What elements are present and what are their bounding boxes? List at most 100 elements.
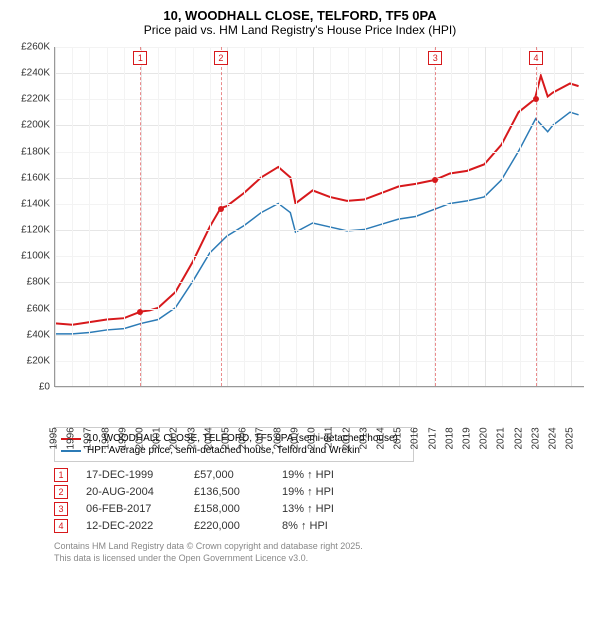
x-axis-label: 2025	[565, 427, 576, 449]
x-axis-label: 2001	[152, 427, 163, 449]
gridline-v	[520, 47, 521, 386]
footer-line2: This data is licensed under the Open Gov…	[54, 553, 590, 565]
sales-row: 2 20-AUG-2004 £136,500 19% ↑ HPI	[54, 485, 590, 499]
sales-marker-box: 4	[54, 519, 68, 533]
x-axis-label: 1997	[83, 427, 94, 449]
x-axis-label: 2024	[548, 427, 559, 449]
x-axis-label: 2007	[255, 427, 266, 449]
sales-date: 17-DEC-1999	[86, 469, 176, 481]
gridline-v	[468, 47, 469, 386]
y-axis-label: £180K	[10, 146, 50, 157]
x-axis-label: 2002	[169, 427, 180, 449]
sales-marker-box: 2	[54, 485, 68, 499]
x-axis-label: 1996	[66, 427, 77, 449]
sale-dot	[432, 177, 438, 183]
x-axis-label: 2020	[479, 427, 490, 449]
gridline-h	[55, 282, 584, 283]
sales-hpi: 8% ↑ HPI	[282, 520, 362, 532]
sale-marker-box: 2	[214, 51, 228, 65]
y-axis-label: £40K	[10, 329, 50, 340]
sale-dot	[218, 206, 224, 212]
x-axis-label: 2008	[272, 427, 283, 449]
gridline-v	[279, 47, 280, 386]
x-axis-label: 2023	[530, 427, 541, 449]
legend-swatch	[61, 450, 81, 452]
x-axis-label: 2009	[289, 427, 300, 449]
x-axis-label: 1995	[49, 427, 60, 449]
footer-line1: Contains HM Land Registry data © Crown c…	[54, 541, 590, 553]
sales-hpi: 19% ↑ HPI	[282, 486, 362, 498]
gridline-v	[89, 47, 90, 386]
gridline-v	[365, 47, 366, 386]
footer-attribution: Contains HM Land Registry data © Crown c…	[54, 541, 590, 564]
sale-marker-line	[140, 47, 141, 386]
sale-dot	[533, 96, 539, 102]
sales-hpi: 13% ↑ HPI	[282, 503, 362, 515]
sale-dot	[137, 309, 143, 315]
gridline-v	[485, 47, 486, 386]
sales-date: 20-AUG-2004	[86, 486, 176, 498]
sales-marker-box: 1	[54, 468, 68, 482]
gridline-v	[502, 47, 503, 386]
sale-marker-box: 1	[133, 51, 147, 65]
y-axis-label: £20K	[10, 355, 50, 366]
x-axis-label: 2017	[427, 427, 438, 449]
sales-price: £136,500	[194, 486, 264, 498]
chart-subtitle: Price paid vs. HM Land Registry's House …	[10, 23, 590, 37]
sales-row: 1 17-DEC-1999 £57,000 19% ↑ HPI	[54, 468, 590, 482]
gridline-v	[451, 47, 452, 386]
y-axis-label: £200K	[10, 120, 50, 131]
gridline-v	[193, 47, 194, 386]
gridline-h	[55, 152, 584, 153]
x-axis-label: 2021	[496, 427, 507, 449]
x-axis-label: 2018	[444, 427, 455, 449]
gridline-v	[244, 47, 245, 386]
x-axis-label: 2011	[324, 427, 335, 449]
x-axis-label: 1998	[100, 427, 111, 449]
sales-price: £220,000	[194, 520, 264, 532]
gridline-v	[382, 47, 383, 386]
gridline-v	[72, 47, 73, 386]
gridline-v	[107, 47, 108, 386]
y-axis-label: £220K	[10, 94, 50, 105]
gridline-v	[571, 47, 572, 386]
y-axis-label: £160K	[10, 172, 50, 183]
x-axis-label: 2019	[461, 427, 472, 449]
chart-area: 1234 £0£20K£40K£60K£80K£100K£120K£140K£1…	[10, 43, 590, 423]
gridline-v	[55, 47, 56, 386]
gridline-v	[348, 47, 349, 386]
gridline-h	[55, 230, 584, 231]
sales-table: 1 17-DEC-1999 £57,000 19% ↑ HPI 2 20-AUG-2004…	[54, 468, 590, 533]
sale-marker-box: 3	[428, 51, 442, 65]
gridline-v	[330, 47, 331, 386]
sales-row: 412-DEC-2022£220,0008% ↑ HPI	[54, 519, 590, 533]
gridline-h	[55, 387, 584, 388]
gridline-h	[55, 99, 584, 100]
y-axis-label: £120K	[10, 225, 50, 236]
sale-marker-box: 4	[529, 51, 543, 65]
legend-item: 10, WOODHALL CLOSE, TELFORD, TF5 0PA (se…	[61, 433, 407, 444]
gridline-v	[124, 47, 125, 386]
sales-marker-box: 3	[54, 502, 68, 516]
gridline-h	[55, 204, 584, 205]
sales-price: £57,000	[194, 469, 264, 481]
y-axis-label: £0	[10, 382, 50, 393]
x-axis-label: 1999	[117, 427, 128, 449]
sales-price: £158,000	[194, 503, 264, 515]
gridline-v	[261, 47, 262, 386]
chart-title: 10, WOODHALL CLOSE, TELFORD, TF5 0PA	[10, 8, 590, 23]
y-axis-label: £100K	[10, 251, 50, 262]
gridline-v	[296, 47, 297, 386]
gridline-h	[55, 125, 584, 126]
gridline-v	[399, 47, 400, 386]
sales-hpi: 19% ↑ HPI	[282, 469, 362, 481]
sales-date: 06-FEB-2017	[86, 503, 176, 515]
gridline-h	[55, 361, 584, 362]
x-axis-label: 2004	[203, 427, 214, 449]
y-axis-label: £80K	[10, 277, 50, 288]
x-axis-label: 2003	[186, 427, 197, 449]
x-axis-label: 2012	[341, 427, 352, 449]
x-axis-label: 2014	[375, 427, 386, 449]
gridline-v	[416, 47, 417, 386]
x-axis-label: 2005	[221, 427, 232, 449]
